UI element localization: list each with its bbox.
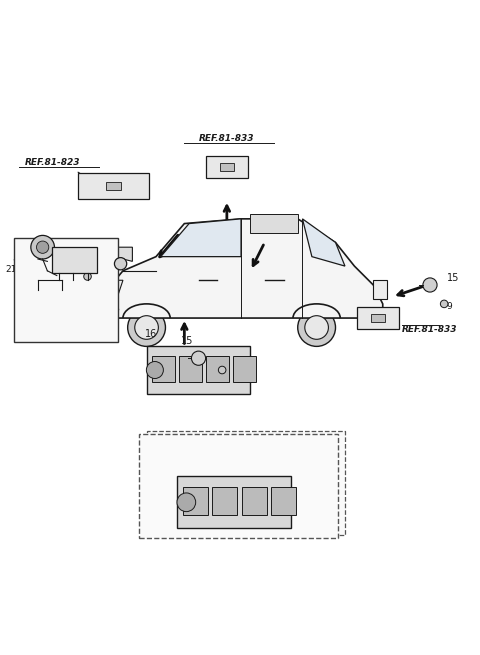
Circle shape [128,309,166,346]
Bar [233,356,256,382]
Bar [52,247,97,273]
Bar [220,163,234,171]
Text: REF.81-833: REF.81-833 [402,325,457,334]
Text: 16: 16 [197,459,209,469]
Bar [179,356,202,382]
Circle shape [218,366,226,374]
Circle shape [146,362,163,379]
Circle shape [177,493,196,512]
Bar [146,432,345,535]
Text: 9: 9 [217,375,223,384]
Text: 15: 15 [180,337,193,346]
Text: 20: 20 [19,242,31,252]
Bar [205,157,248,178]
Polygon shape [373,280,387,299]
Bar [177,476,290,528]
Text: 9: 9 [446,302,452,310]
Text: 22: 22 [58,258,70,267]
Circle shape [305,316,328,339]
Circle shape [298,309,336,346]
Circle shape [192,351,205,365]
Polygon shape [161,219,241,257]
Bar [251,214,298,233]
Circle shape [84,272,91,280]
Bar [357,307,399,329]
Bar [271,487,296,515]
Text: REF.81-833: REF.81-833 [199,134,254,143]
Text: 15: 15 [446,273,459,283]
Text: REF.81-823: REF.81-823 [24,158,80,167]
Bar [14,238,118,342]
Text: 16: 16 [145,329,157,339]
Bar [242,487,267,515]
Text: (ELEC MIRROR): (ELEC MIRROR) [149,441,238,451]
Circle shape [31,235,54,259]
Circle shape [423,278,437,292]
Circle shape [114,257,127,270]
Text: 21: 21 [5,265,17,274]
Bar [152,356,175,382]
Polygon shape [99,219,383,318]
Circle shape [135,316,158,339]
Bar [206,356,228,382]
Bar [78,173,149,198]
Polygon shape [104,280,123,295]
Polygon shape [302,219,345,266]
Bar [107,182,120,189]
Text: 10: 10 [84,254,97,264]
Text: 1: 1 [80,281,85,290]
Text: 23: 23 [12,259,24,269]
Bar [183,487,208,515]
Circle shape [440,300,448,308]
Bar [371,314,385,322]
Polygon shape [109,247,132,261]
Bar [213,487,237,515]
Bar [146,346,251,394]
Bar [140,434,338,538]
Circle shape [36,241,49,253]
